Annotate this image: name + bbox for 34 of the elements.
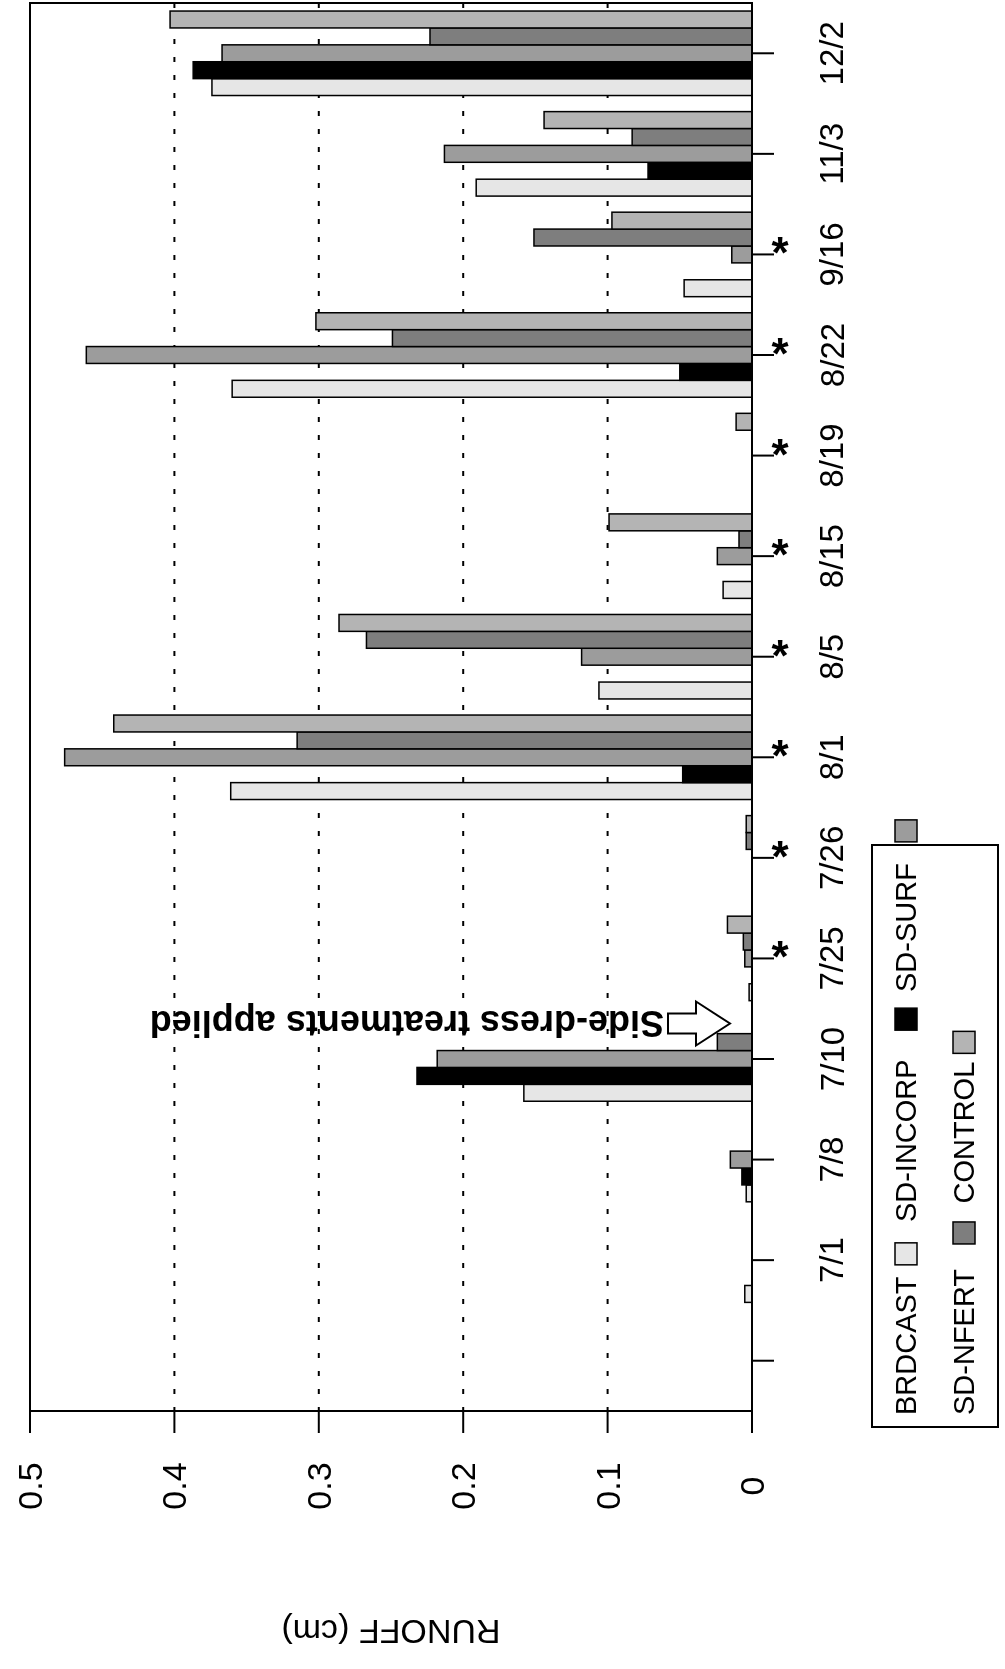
x-tick-label: 0.1: [588, 1462, 627, 1510]
y-tick-label: 8/15: [813, 524, 851, 589]
y-tick-label: 7/10: [813, 1026, 851, 1092]
text: *: [771, 630, 790, 680]
legend-label: SD-NFERT: [948, 1268, 980, 1415]
x-tick-label: 0: [733, 1476, 771, 1496]
legend-label: SD-INCORP: [890, 1059, 922, 1223]
x-tick-label: 0.5: [11, 1462, 49, 1510]
y-tick-label: 7/8: [813, 1136, 851, 1183]
y-tick-label: 8/22: [813, 322, 851, 388]
text: *: [771, 530, 790, 580]
text: *: [771, 831, 790, 881]
x-tick-label: 0.3: [299, 1462, 338, 1510]
y-tick-label: 7/1: [813, 1237, 851, 1284]
legend-label: SD-SURF: [890, 863, 922, 993]
y-tick-label: 9/16: [813, 222, 851, 287]
text: *: [771, 932, 790, 982]
text: *: [771, 228, 790, 278]
x-tick-label: 0.2: [444, 1462, 483, 1510]
y-tick-label: 12/2: [813, 21, 851, 86]
y-tick-label: 11/3: [813, 122, 851, 185]
y-tick-label: 8/1: [813, 734, 851, 781]
x-tick-label: 0.4: [155, 1462, 194, 1510]
text: *: [771, 429, 790, 479]
y-tick-label: 7/26: [813, 825, 851, 890]
y-tick-label: 8/19: [813, 423, 851, 488]
y-tick-label: 7/25: [813, 926, 851, 991]
text: *: [771, 329, 790, 378]
annotation: Side-dress treatments applied: [149, 1003, 664, 1045]
legend-label: CONTROL: [948, 1061, 980, 1204]
y-tick-label: 8/5: [813, 633, 851, 680]
x-axis-title: RUNOFF (cm): [281, 1613, 501, 1651]
legend-label: BRDCAST: [890, 1276, 922, 1415]
text: *: [771, 731, 790, 781]
